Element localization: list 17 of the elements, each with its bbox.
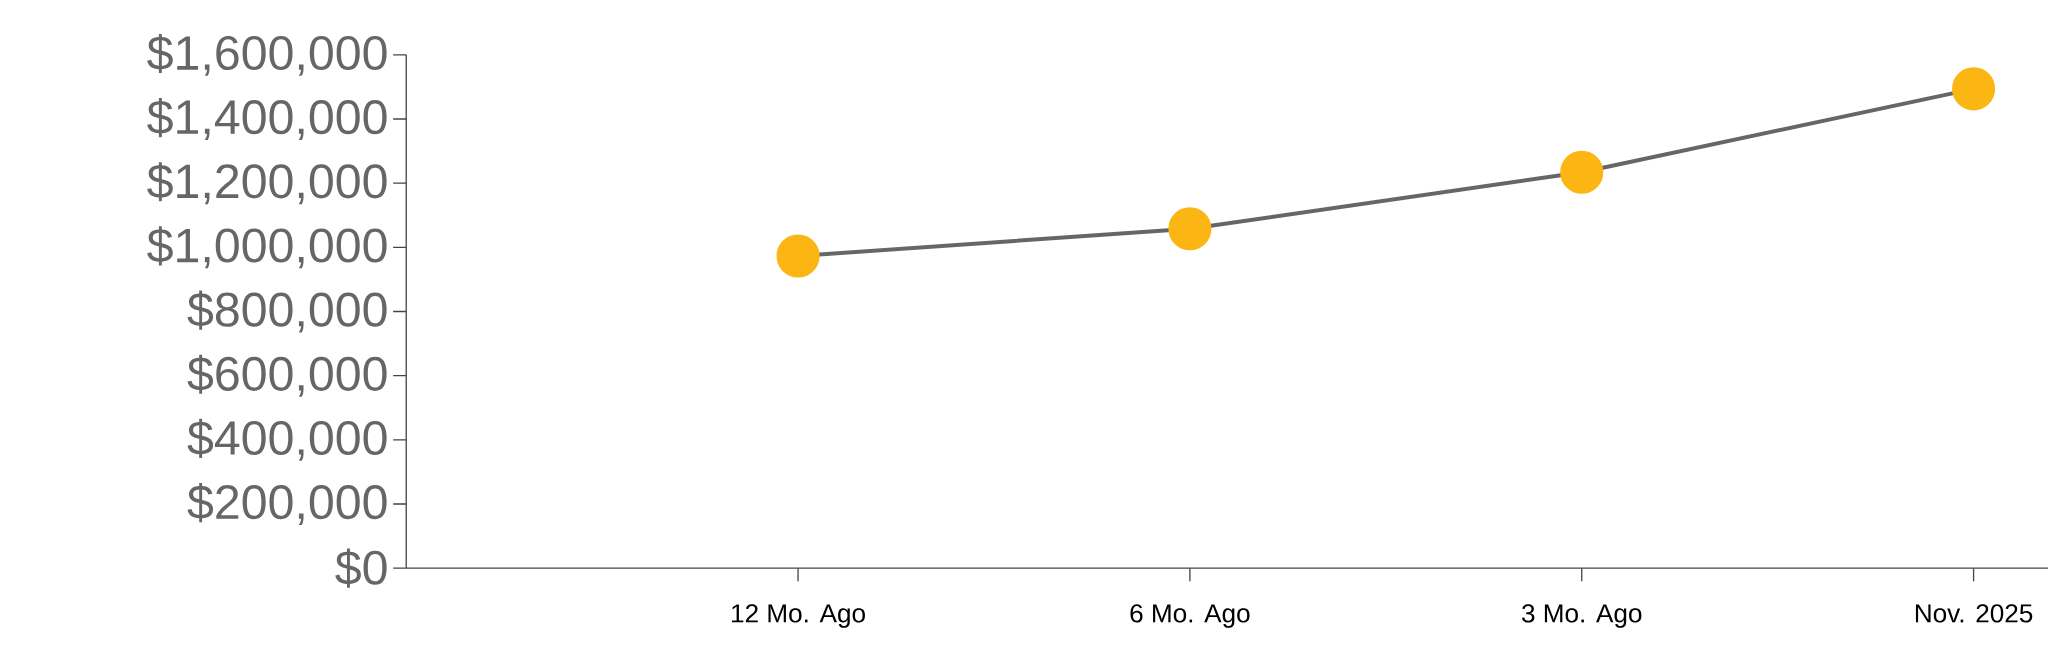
point bbox=[776, 234, 820, 278]
x-tick-label: 12 Mo. Ago bbox=[732, 604, 865, 629]
y-tick-label: $600,000 bbox=[187, 354, 387, 397]
y-tick-label: $400,000 bbox=[187, 419, 387, 462]
y-tick-label: $1,600,000 bbox=[147, 34, 387, 77]
x-tick-label: 6 Mo. Ago bbox=[1130, 604, 1250, 629]
y-tick-label: $200,000 bbox=[187, 483, 387, 526]
y-tick-label: $0 bbox=[335, 548, 387, 588]
y-tick-label: $1,200,000 bbox=[147, 162, 387, 205]
x-tick-label: 3 Mo. Ago bbox=[1522, 604, 1642, 629]
y-tick-label: $1,000,000 bbox=[147, 226, 387, 269]
point bbox=[1168, 207, 1212, 251]
x-tick-label: Nov. 2025 bbox=[1915, 604, 2033, 623]
point bbox=[1560, 150, 1604, 195]
y-tick-label: $1,400,000 bbox=[147, 98, 387, 141]
point bbox=[1952, 67, 1996, 111]
y-tick-label: $800,000 bbox=[187, 290, 387, 333]
